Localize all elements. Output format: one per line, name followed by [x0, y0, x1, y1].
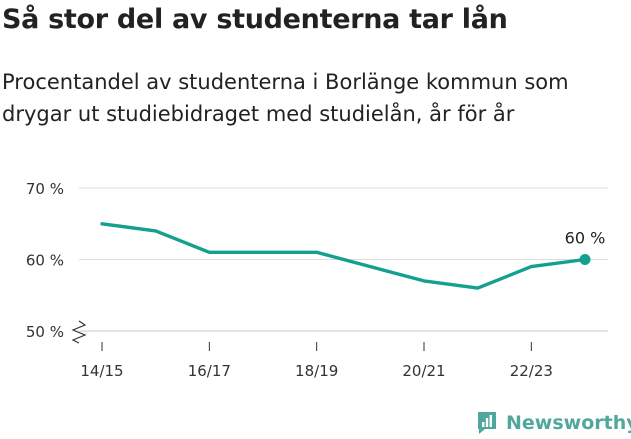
x-tick-label: 14/15 [80, 362, 123, 380]
series-line [100, 222, 587, 290]
brand-name: Newsworthy [506, 412, 631, 434]
y-tick-label: 70 % [26, 180, 64, 198]
x-tick-label: 22/23 [510, 362, 553, 380]
last-point-marker [579, 254, 591, 265]
x-tick-label: 18/19 [295, 362, 338, 380]
y-tick-label: 60 % [26, 252, 64, 270]
chart-subtitle: Procentandel av studenterna i Borlänge k… [2, 70, 569, 126]
axis-break-icon [71, 320, 87, 344]
newsworthy-logo-icon [478, 412, 496, 434]
value-annotation: 60 % [565, 229, 606, 248]
line-chart: 50 % 60 % 70 % 14/15 16/17 18/19 20/21 22/23 60 … [26, 180, 608, 380]
newsworthy-brand[interactable]: Newsworthy [476, 408, 631, 438]
x-tick-label: 20/21 [402, 362, 445, 380]
chart-title: Så stor del av studenterna tar lån [2, 4, 508, 35]
x-tick-label: 16/17 [188, 362, 231, 380]
y-tick-label: 50 % [26, 323, 64, 341]
